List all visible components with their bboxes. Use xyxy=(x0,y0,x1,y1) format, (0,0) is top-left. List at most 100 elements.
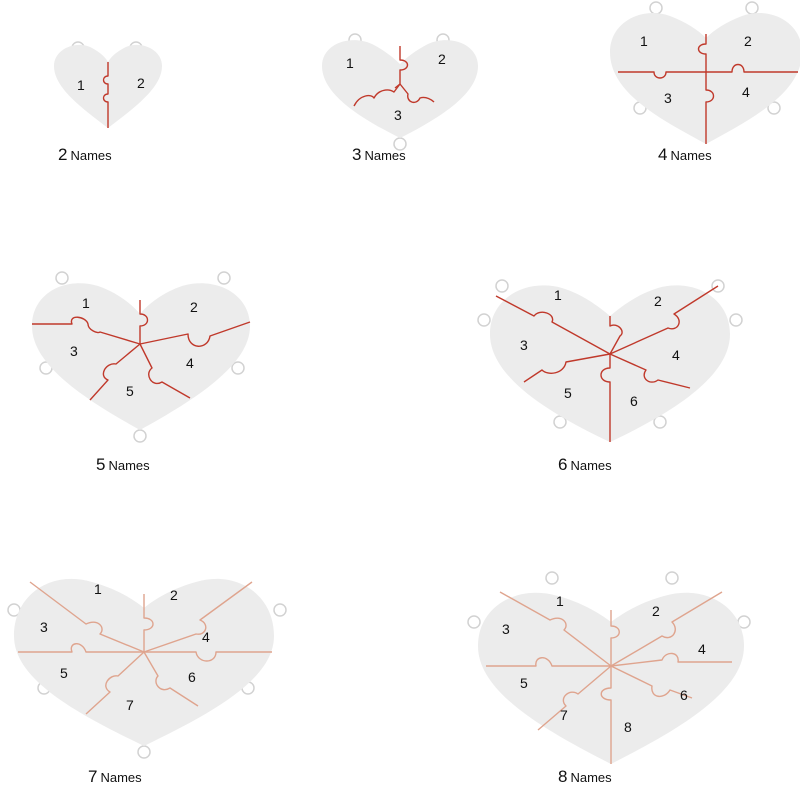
puzzle-cut-line xyxy=(523,353,611,383)
names-label: Names xyxy=(670,148,712,163)
piece-number: 4 xyxy=(672,347,680,363)
puzzle-cut-line xyxy=(394,46,409,89)
option-4-names[interactable]: 1 2 3 4 4 Names xyxy=(608,0,800,170)
piece-number: 1 xyxy=(77,77,85,93)
name-count: 8 xyxy=(558,767,568,786)
piece-number: 1 xyxy=(556,593,564,609)
puzzle-cut-line xyxy=(85,651,145,715)
name-count: 6 xyxy=(558,455,568,474)
piece-number: 4 xyxy=(698,641,706,657)
piece-number: 2 xyxy=(744,33,752,49)
ring-group xyxy=(477,279,743,429)
name-count: 4 xyxy=(658,145,668,164)
puzzle-cut-line xyxy=(600,354,611,442)
piece-number: 4 xyxy=(202,629,210,645)
piece-number: 2 xyxy=(137,75,145,91)
piece-number: 2 xyxy=(652,603,660,619)
puzzle-cut-line xyxy=(610,591,723,667)
puzzle-cut-line xyxy=(102,62,109,128)
names-label: Names xyxy=(108,458,150,473)
option-5-names[interactable]: 1 2 3 4 5 5 Names xyxy=(28,264,260,480)
heart-puzzle-7-pieces: 1 2 3 4 5 6 7 xyxy=(7,578,287,759)
option-caption: 3 Names xyxy=(352,145,406,165)
ring-icon xyxy=(495,279,509,293)
puzzle-cut-line xyxy=(143,594,154,652)
heart-shape xyxy=(322,40,478,138)
puzzle-cut-line xyxy=(353,83,435,107)
ring-icon xyxy=(545,571,559,585)
name-count: 3 xyxy=(352,145,362,164)
name-count: 2 xyxy=(58,145,68,164)
option-caption: 7 Names xyxy=(88,767,142,787)
piece-number: 1 xyxy=(82,295,90,311)
puzzle-cut-line xyxy=(32,316,251,347)
piece-number: 4 xyxy=(742,84,750,100)
puzzle-cut-line xyxy=(143,651,199,707)
ring-icon xyxy=(767,101,781,115)
ring-icon xyxy=(231,361,245,375)
ring-icon xyxy=(55,271,69,285)
ring-icon xyxy=(729,313,743,327)
option-caption: 5 Names xyxy=(96,455,150,475)
heart-puzzle-4-pieces: 1 2 3 4 xyxy=(610,1,800,144)
piece-number: 2 xyxy=(438,51,446,67)
piece-number: 2 xyxy=(170,587,178,603)
puzzle-cut-line xyxy=(486,657,611,667)
ring-icon xyxy=(133,429,147,443)
puzzle-cut-line xyxy=(697,34,715,144)
puzzle-cut-line xyxy=(609,353,691,389)
option-7-names[interactable]: 1 2 3 4 5 6 7 7 Names xyxy=(2,564,292,800)
piece-number: 3 xyxy=(520,337,528,353)
puzzle-cut-line xyxy=(143,581,253,653)
ring-icon xyxy=(653,415,667,429)
piece-number: 1 xyxy=(554,287,562,303)
ring-icon xyxy=(665,571,679,585)
puzzle-cut-line xyxy=(537,665,612,731)
puzzle-cut-line xyxy=(610,610,620,666)
piece-number: 3 xyxy=(40,619,48,635)
piece-number: 8 xyxy=(624,719,632,735)
heart-shape xyxy=(14,578,274,746)
name-count: 5 xyxy=(96,455,106,474)
puzzle-cut-line xyxy=(499,591,612,667)
puzzle-cut-line xyxy=(600,666,612,764)
option-3-names[interactable]: 1 2 3 3 Names xyxy=(320,32,480,170)
option-2-names[interactable]: 1 2 2 Names xyxy=(52,38,164,170)
heart-puzzle-5-pieces: 1 2 3 4 5 xyxy=(32,271,251,443)
name-count: 7 xyxy=(88,767,98,786)
ring-icon xyxy=(467,615,481,629)
puzzle-cut-line xyxy=(609,316,623,355)
heart-puzzle-8-pieces: 1 2 3 4 5 6 7 8 xyxy=(467,571,751,764)
ring-group xyxy=(633,1,781,115)
piece-number: 3 xyxy=(502,621,510,637)
names-label: Names xyxy=(70,148,112,163)
piece-number: 2 xyxy=(190,299,198,315)
heart-shape xyxy=(610,13,800,144)
piece-number: 6 xyxy=(630,393,638,409)
heart-shape xyxy=(32,283,250,430)
option-6-names[interactable]: 1 2 3 4 5 6 6 Names xyxy=(474,264,746,480)
option-caption: 6 Names xyxy=(558,455,612,475)
puzzle-cut-line xyxy=(609,285,719,355)
piece-number: 7 xyxy=(126,697,134,713)
piece-number: 5 xyxy=(564,385,572,401)
piece-number: 3 xyxy=(664,90,672,106)
heart-puzzle-2-pieces: 1 2 xyxy=(54,41,162,128)
ring-icon xyxy=(745,1,759,15)
ring-icon xyxy=(273,603,287,617)
puzzle-cut-line xyxy=(89,343,141,401)
option-8-names[interactable]: 1 2 3 4 5 6 7 8 8 Names xyxy=(466,570,756,800)
piece-number: 6 xyxy=(188,669,196,685)
ring-icon xyxy=(137,745,151,759)
ring-icon xyxy=(649,1,663,15)
piece-number: 3 xyxy=(70,343,78,359)
puzzle-cut-line xyxy=(610,652,732,667)
option-caption: 8 Names xyxy=(558,767,612,787)
names-label: Names xyxy=(364,148,406,163)
piece-number: 2 xyxy=(654,293,662,309)
piece-number: 1 xyxy=(346,55,354,71)
piece-number: 1 xyxy=(94,581,102,597)
ring-icon xyxy=(553,415,567,429)
piece-number: 5 xyxy=(126,383,134,399)
ring-group xyxy=(39,271,245,443)
